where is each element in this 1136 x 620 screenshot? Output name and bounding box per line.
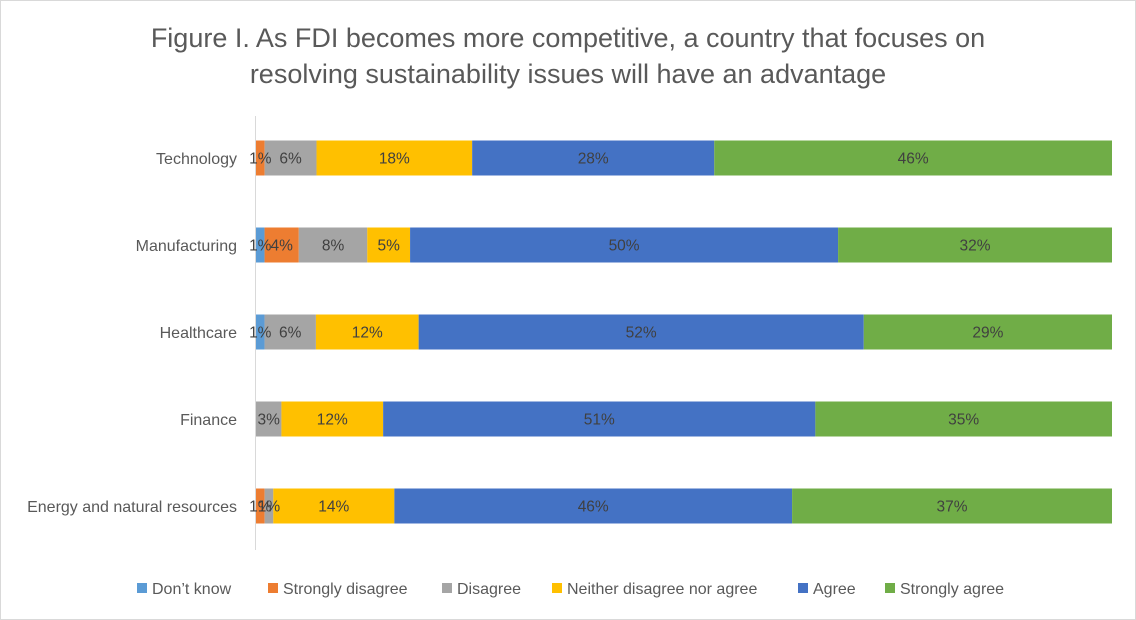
category-tick-label: Healthcare <box>160 325 237 342</box>
bar-segment <box>394 488 793 524</box>
bar-segment <box>315 314 419 350</box>
bar-segment <box>281 401 384 437</box>
legend: Don’t know Strongly disagree Disagree Neith… <box>137 581 1004 598</box>
bar-segment <box>714 140 1112 176</box>
data-label: 6% <box>279 151 302 168</box>
legend-label: Strongly agree <box>900 581 1004 598</box>
legend-item: Neither disagree nor agree <box>552 581 757 598</box>
bar-segment <box>264 314 316 350</box>
data-label: 1% <box>249 238 272 255</box>
bar-segment <box>838 227 1112 263</box>
bar-segment <box>472 140 715 176</box>
legend-item: Disagree <box>442 581 521 598</box>
data-label: 32% <box>960 238 991 255</box>
data-label: 1% <box>249 325 272 342</box>
bar-segment <box>815 401 1112 437</box>
data-label: 12% <box>352 325 383 342</box>
data-label: 14% <box>318 499 349 516</box>
legend-label: Don’t know <box>152 581 232 598</box>
legend-swatch <box>442 583 452 593</box>
legend-item: Strongly disagree <box>268 581 408 598</box>
legend-swatch <box>268 583 278 593</box>
bar-segment <box>383 401 816 437</box>
legend-swatch <box>552 583 562 593</box>
legend-label: Neither disagree nor agree <box>567 581 757 598</box>
legend-label: Disagree <box>457 581 521 598</box>
data-label: 46% <box>578 499 609 516</box>
category-tick-label: Manufacturing <box>136 238 237 255</box>
legend-swatch <box>137 583 147 593</box>
bar-segment <box>256 140 265 176</box>
legend-label: Agree <box>813 581 856 598</box>
data-label: 29% <box>972 325 1003 342</box>
data-label: 35% <box>948 412 979 429</box>
data-label: 1% <box>249 499 272 516</box>
legend-item: Don’t know <box>137 581 232 598</box>
data-label: 46% <box>898 151 929 168</box>
legend-item: Strongly agree <box>885 581 1004 598</box>
bar-segment <box>256 227 265 263</box>
legend-label: Strongly disagree <box>283 581 408 598</box>
chart-title: Figure I. As FDI becomes more competitiv… <box>151 23 985 89</box>
data-label: 28% <box>578 151 609 168</box>
data-label: 18% <box>379 151 410 168</box>
bar-segment <box>316 140 473 176</box>
category-labels: Technology Manufacturing Healthcare Finance… <box>27 151 237 516</box>
data-label: 52% <box>626 325 657 342</box>
data-label: 3% <box>258 412 281 429</box>
bar-segment <box>264 140 317 176</box>
legend-swatch <box>798 583 808 593</box>
chart-title-line-1: Figure I. As FDI becomes more competitiv… <box>151 23 985 53</box>
bar-segment <box>264 488 274 524</box>
bar-segment <box>367 227 411 263</box>
bar-segment <box>256 488 265 524</box>
category-tick-label: Finance <box>180 412 237 429</box>
bar-segment <box>863 314 1112 350</box>
legend-swatch <box>885 583 895 593</box>
data-label: 1% <box>258 499 281 516</box>
bar-segment <box>418 314 864 350</box>
category-tick-label: Technology <box>156 151 237 168</box>
category-tick-label: Energy and natural resources <box>27 499 237 516</box>
bar-segment <box>256 401 282 437</box>
bar-segment <box>298 227 368 263</box>
data-label: 37% <box>937 499 968 516</box>
bar-segment <box>273 488 395 524</box>
data-label: 6% <box>279 325 302 342</box>
bar-segment <box>256 314 265 350</box>
data-label: 8% <box>322 238 345 255</box>
data-label: 50% <box>609 238 640 255</box>
data-label: 12% <box>317 412 348 429</box>
data-label: 4% <box>270 238 293 255</box>
bar-segment <box>410 227 839 263</box>
bar-segment <box>264 227 299 263</box>
data-label: 5% <box>377 238 400 255</box>
legend-item: Agree <box>798 581 856 598</box>
chart-title-line-2: resolving sustainability issues will hav… <box>250 59 886 89</box>
data-label: 1% <box>249 151 272 168</box>
bars: 1% 6% 18% 28% 46%1%4% 8% 5% 50% 32%1% 6% 12% 52% 29%… <box>249 140 1112 524</box>
data-label: 51% <box>584 412 615 429</box>
bar-segment <box>792 488 1112 524</box>
